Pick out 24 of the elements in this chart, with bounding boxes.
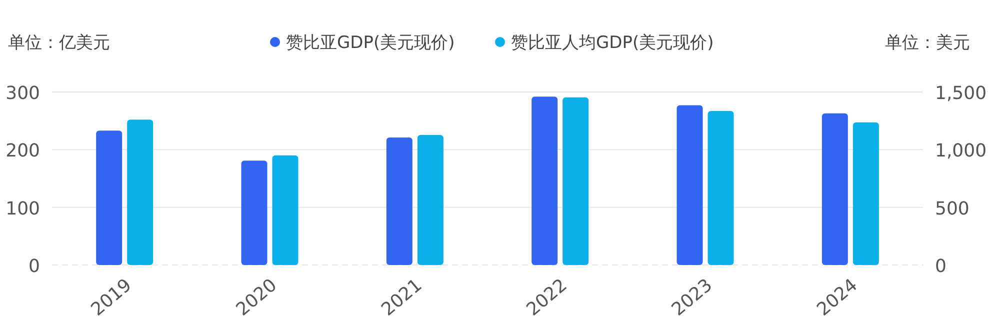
bar (708, 111, 734, 265)
bar (852, 122, 879, 265)
y-axis-title: 单位：亿美元 (8, 33, 110, 53)
y-tick-label: 0 (28, 256, 40, 277)
bar (676, 105, 703, 265)
bar (241, 160, 268, 265)
bar (127, 120, 154, 265)
legend-label: 赞比亚人均GDP(美元现价) (511, 33, 714, 53)
bar (272, 155, 298, 265)
y2-tick-label: 1,000 (935, 140, 987, 162)
y-tick-label: 200 (6, 140, 40, 162)
bar (562, 97, 589, 265)
bar (386, 138, 412, 265)
y-tick-label: 100 (6, 198, 40, 220)
y2-axis-title: 单位：美元 (885, 33, 970, 53)
y-tick-label: 300 (6, 83, 40, 104)
bar (822, 113, 848, 265)
y2-tick-label: 1,500 (935, 83, 987, 104)
bar (417, 135, 444, 265)
bar (532, 96, 558, 265)
y2-tick-label: 0 (935, 256, 946, 277)
bar (96, 130, 122, 265)
legend-label: 赞比亚GDP(美元现价) (286, 33, 455, 53)
y2-tick-label: 500 (935, 198, 970, 220)
